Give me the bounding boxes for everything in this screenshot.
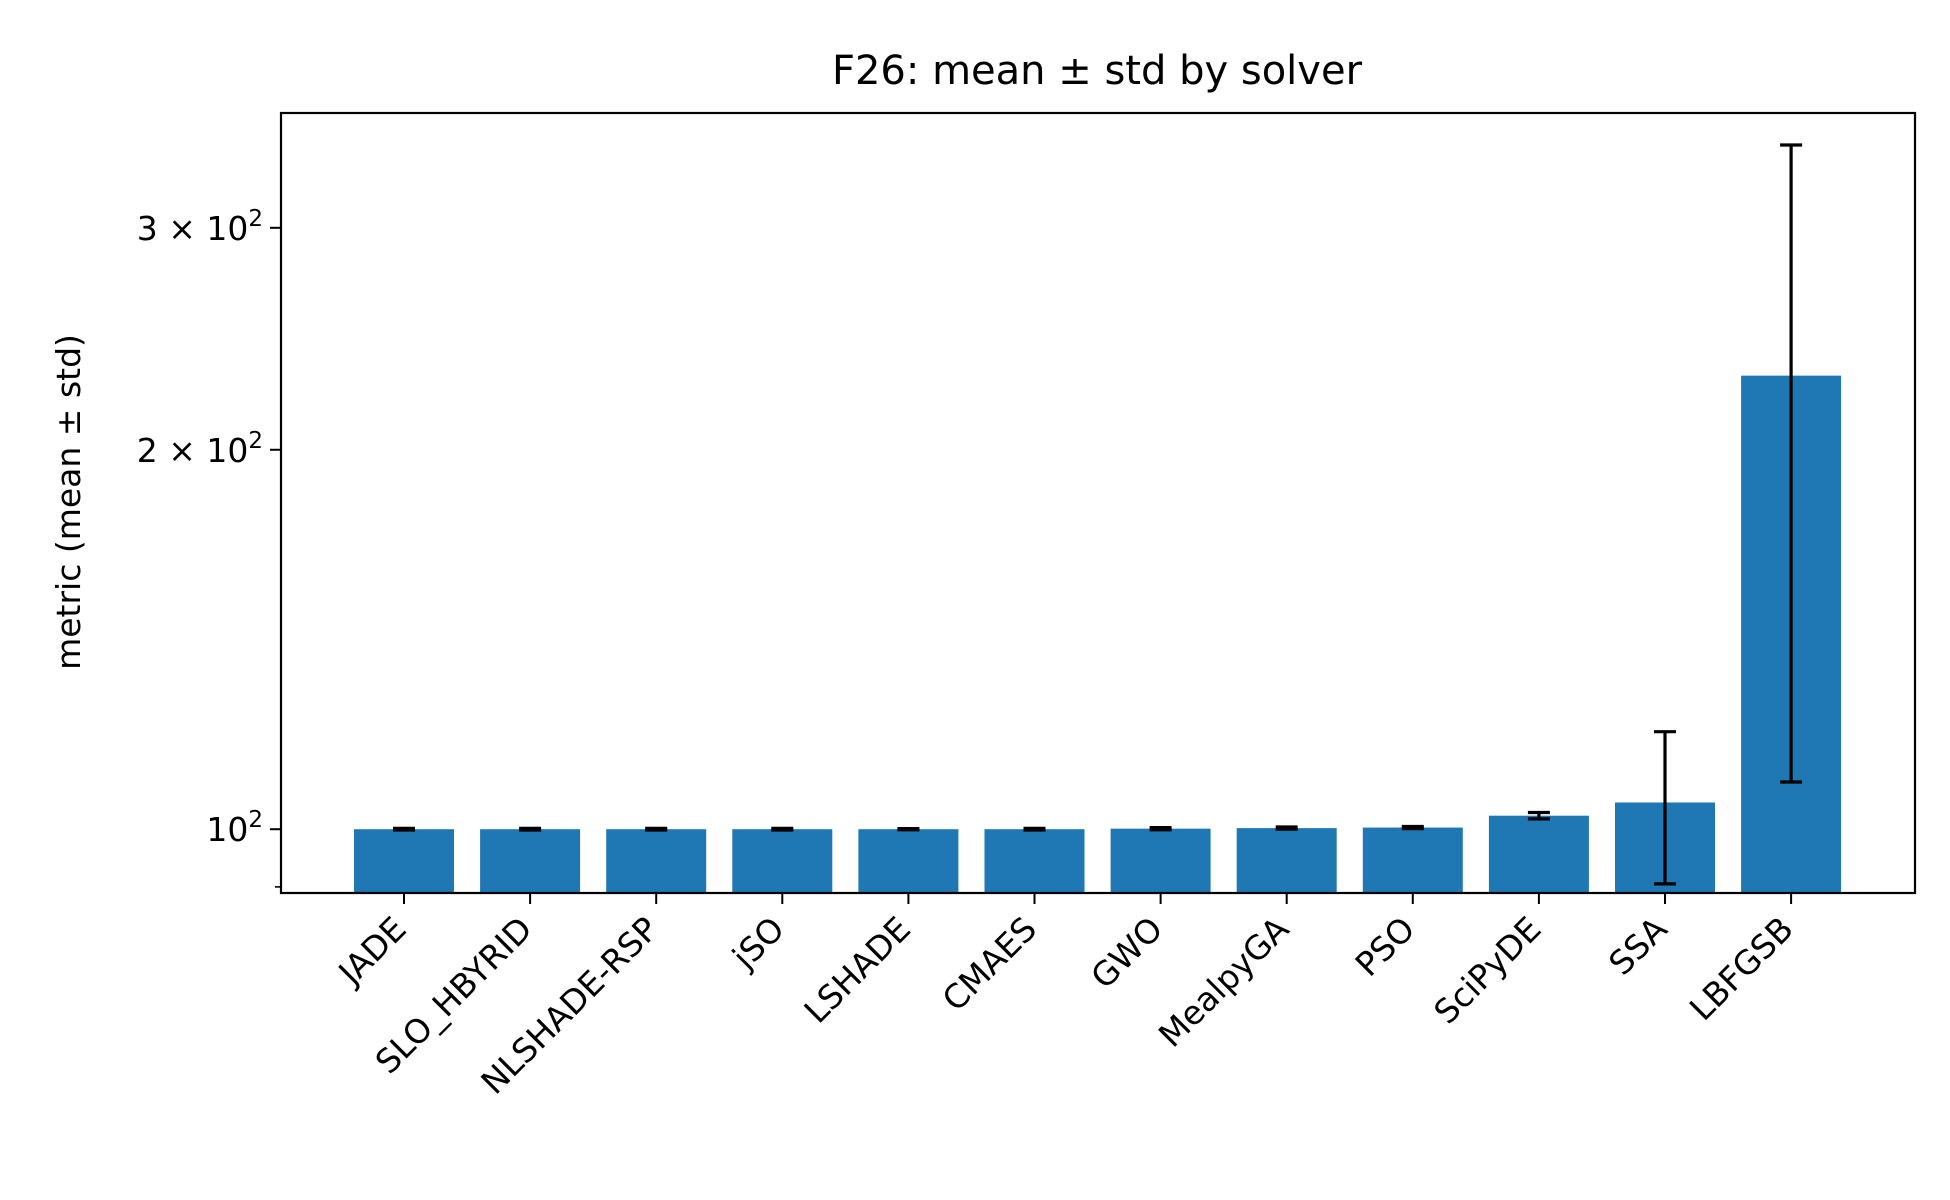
bar-cmaes <box>984 829 1085 893</box>
y-tick-label: 102 <box>206 807 263 849</box>
x-tick-label: LSHADE <box>796 909 918 1031</box>
bar-jade <box>354 829 454 893</box>
bar-scipyde <box>1488 815 1589 893</box>
y-tick-label: 2 × 102 <box>137 428 263 470</box>
bar-gwo <box>1110 828 1211 893</box>
error-bar <box>1023 826 1046 832</box>
error-bar <box>645 826 668 832</box>
error-bar <box>1401 824 1424 831</box>
x-tick-label: GWO <box>1083 909 1170 996</box>
bar-slo-hbyrid <box>480 829 581 893</box>
x-tick-label: PSO <box>1348 909 1423 984</box>
y-axis: 102 2 × 102 3 × 102 <box>137 206 281 888</box>
error-bar <box>393 826 415 832</box>
plot-area-frame <box>279 111 1917 895</box>
x-tick-label: CMAES <box>935 909 1045 1019</box>
bar-jso <box>732 829 833 893</box>
bar-mealpyga <box>1236 828 1337 893</box>
x-tick-label: jSO <box>724 909 792 977</box>
error-bar <box>1275 825 1298 831</box>
x-tick-label: LBFGSB <box>1682 909 1801 1028</box>
error-bar <box>1780 143 1803 784</box>
error-bar <box>897 827 920 832</box>
error-bar <box>1527 810 1550 821</box>
x-tick-label: SciPyDE <box>1426 909 1548 1031</box>
x-tick-label: MealpyGA <box>1151 909 1297 1055</box>
bar-lshade <box>858 829 959 893</box>
bars-layer <box>354 375 1842 893</box>
error-bar <box>519 826 542 832</box>
bar-nlshade-rsp <box>606 829 707 893</box>
x-tick-label: JADE <box>330 909 414 993</box>
y-axis-label: metric (mean ± std) <box>49 334 88 670</box>
chart-title: F26: mean ± std by solver <box>832 48 1363 94</box>
error-bar <box>1654 730 1676 886</box>
error-bars-layer <box>393 143 1803 886</box>
x-tick-label: SSA <box>1601 909 1675 983</box>
y-tick-label: 3 × 102 <box>137 206 263 248</box>
error-bar <box>1149 825 1172 832</box>
bar-pso <box>1362 827 1463 893</box>
error-bar <box>771 826 794 832</box>
